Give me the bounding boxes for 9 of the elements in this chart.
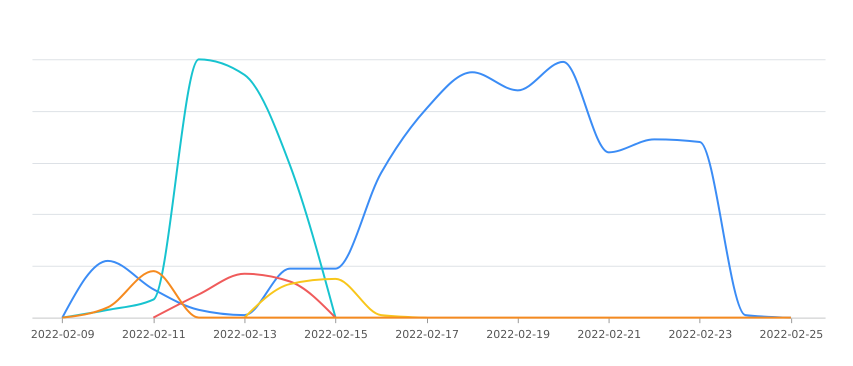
x-tick-label: 2022-02-19 <box>486 328 550 342</box>
x-tick-label: 2022-02-21 <box>577 328 642 342</box>
x-tick-label: 2022-02-09 <box>30 328 95 342</box>
x-tick-label: 2022-02-23 <box>668 328 732 342</box>
x-tick-label: 2022-02-11 <box>122 328 186 342</box>
x-tick-label: 2022-02-17 <box>395 328 459 342</box>
x-tick-label: 2022-02-13 <box>213 328 277 342</box>
x-tick-label: 2022-02-15 <box>304 328 368 342</box>
x-tick-label: 2022-02-25 <box>760 328 824 342</box>
